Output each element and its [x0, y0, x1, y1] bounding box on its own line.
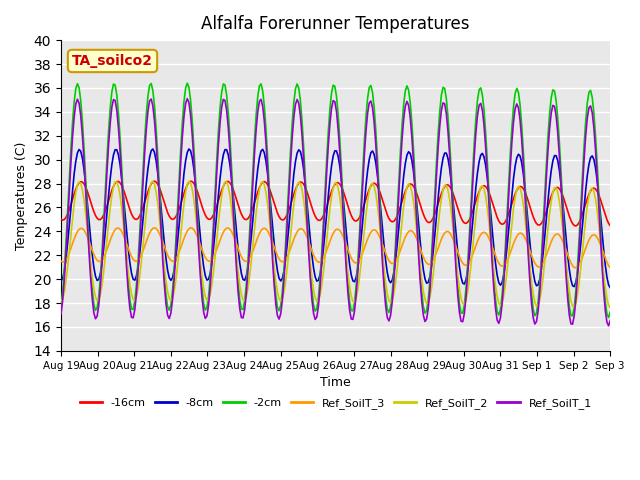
Text: TA_soilco2: TA_soilco2: [72, 54, 153, 68]
Y-axis label: Temperatures (C): Temperatures (C): [15, 141, 28, 250]
Title: Alfalfa Forerunner Temperatures: Alfalfa Forerunner Temperatures: [202, 15, 470, 33]
Legend: -16cm, -8cm, -2cm, Ref_SoilT_3, Ref_SoilT_2, Ref_SoilT_1: -16cm, -8cm, -2cm, Ref_SoilT_3, Ref_Soil…: [75, 394, 596, 414]
X-axis label: Time: Time: [320, 376, 351, 389]
